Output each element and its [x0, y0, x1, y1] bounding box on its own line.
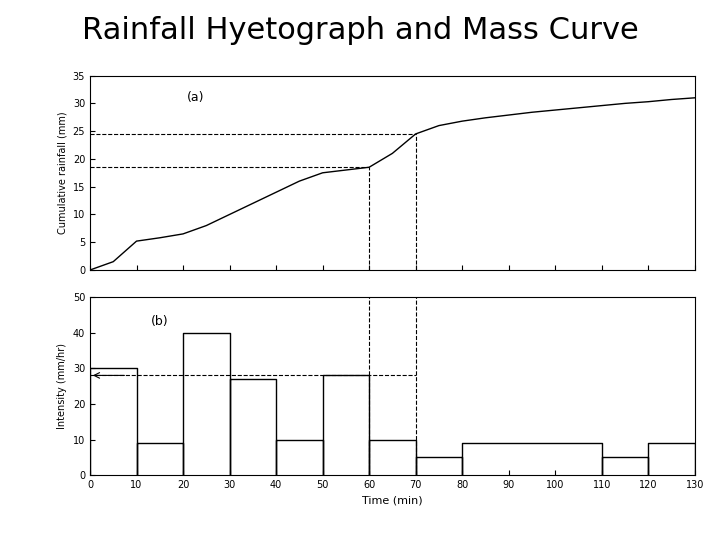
Y-axis label: Intensity (mm/hr): Intensity (mm/hr) — [57, 343, 67, 429]
Y-axis label: Cumulative rainfall (mm): Cumulative rainfall (mm) — [57, 111, 67, 234]
Text: (b): (b) — [150, 315, 168, 328]
Text: (a): (a) — [186, 91, 204, 104]
Text: Rainfall Hyetograph and Mass Curve: Rainfall Hyetograph and Mass Curve — [81, 16, 639, 45]
X-axis label: Time (min): Time (min) — [362, 496, 423, 505]
